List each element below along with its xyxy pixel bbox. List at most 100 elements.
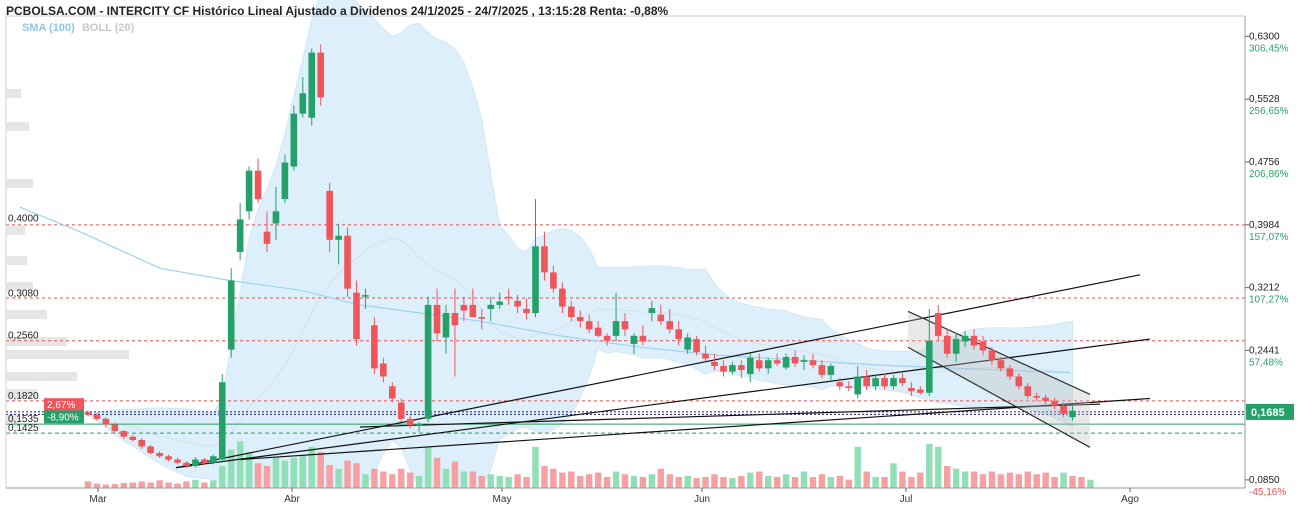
candle-body	[621, 321, 629, 330]
last-price-label: 0,1685	[1251, 407, 1285, 419]
volume-bar	[129, 482, 136, 488]
price-labels: 0,1685 0,4000 0,3080 0,2560 0,1820 0,15350,14…	[8, 214, 1294, 434]
volume-bar	[729, 478, 736, 488]
candle-body	[389, 386, 396, 399]
volume-bar	[299, 455, 306, 488]
candle-body	[568, 306, 575, 318]
candle-body	[111, 424, 119, 432]
volume-bar	[1015, 474, 1022, 488]
volume-bar	[666, 474, 673, 488]
volume-profile-bar	[7, 89, 21, 98]
candle-body	[415, 423, 423, 426]
volume-bar	[997, 474, 1005, 488]
candle-body	[612, 321, 620, 336]
volume-bar	[747, 472, 754, 488]
volume-bar	[308, 446, 315, 488]
sma-path	[19, 206, 1071, 373]
volume-bar	[1033, 474, 1040, 488]
candle-body	[120, 431, 128, 437]
volume-bar	[577, 475, 584, 488]
volume-bar	[568, 471, 575, 488]
candle-body	[308, 52, 316, 118]
candle-body	[585, 321, 593, 330]
volume-bar	[201, 482, 208, 488]
volume-bar	[550, 468, 557, 488]
volume-bar	[693, 478, 700, 488]
candle-body	[362, 295, 369, 297]
candle-body	[926, 340, 933, 393]
candle-body	[836, 382, 844, 387]
volume-bar	[791, 477, 799, 488]
trend-line	[239, 397, 1151, 461]
candle-body	[353, 292, 360, 340]
volume-bar	[765, 475, 772, 488]
trend-line	[175, 274, 1141, 469]
volume-bar	[120, 483, 127, 488]
candle-body	[281, 162, 289, 200]
level-lines	[6, 224, 1245, 434]
candle-body	[809, 360, 817, 366]
candle-body	[630, 335, 638, 344]
volume-profile-bar	[7, 226, 25, 235]
volume-profile-bar	[7, 389, 37, 398]
candle-body	[773, 360, 781, 364]
candle-body	[326, 190, 333, 240]
volume-bar	[424, 446, 432, 488]
volume-bar	[478, 475, 485, 488]
candle-body	[210, 456, 217, 463]
volume-bar	[442, 468, 450, 488]
volume-bar	[702, 477, 709, 488]
x-tick-label: Jun	[694, 494, 710, 505]
candle-body	[541, 246, 548, 273]
volume-profile-bar	[7, 372, 77, 381]
volume-bar	[93, 483, 101, 488]
candle-body	[943, 335, 951, 354]
legend-sma[interactable]: SMA (100)	[22, 22, 75, 34]
volume-bar	[845, 479, 852, 488]
volume-bar	[630, 475, 638, 488]
volume-bar	[1087, 479, 1094, 488]
volume-bar	[1060, 472, 1067, 488]
volume-bar	[1078, 477, 1085, 488]
candle-body	[478, 317, 486, 319]
volume-bar	[890, 463, 897, 488]
candle-body	[1006, 368, 1014, 377]
volume-bar	[782, 474, 790, 488]
percent-badge	[44, 398, 84, 412]
candle-body	[1015, 376, 1023, 387]
y-tick-label: 0,3984	[1249, 220, 1280, 231]
candlesticks	[84, 44, 1076, 468]
legend-boll[interactable]: BOLL (20)	[81, 22, 135, 34]
volume-bar	[102, 484, 110, 488]
sma-line	[19, 206, 1071, 373]
candle-body	[1051, 400, 1058, 406]
volume-bar	[326, 464, 333, 488]
candle-body	[961, 335, 969, 342]
candle-body	[997, 360, 1005, 369]
candle-body	[165, 456, 172, 460]
volume-bar	[245, 452, 253, 488]
candle-body	[129, 436, 137, 440]
volume-bar	[84, 481, 92, 488]
candle-body	[156, 453, 163, 457]
candle-body	[934, 313, 942, 336]
volume-profile-bar	[7, 337, 67, 346]
candle-body	[782, 356, 790, 368]
candle-body	[1060, 405, 1067, 414]
volume-bar	[541, 466, 548, 488]
volume-bar	[1051, 477, 1058, 488]
candle-body	[988, 350, 996, 361]
candle-body	[406, 418, 414, 426]
candle-body	[84, 412, 92, 415]
candle-body	[845, 386, 853, 388]
x-tick-label: Mar	[89, 494, 107, 505]
volume-bar	[935, 446, 942, 488]
candle-body	[890, 378, 897, 387]
candle-body	[93, 414, 101, 419]
volume-bar	[1006, 472, 1014, 488]
x-tick-label: Ago	[1121, 494, 1139, 505]
candle-body	[666, 321, 674, 330]
volume-bar	[818, 474, 826, 488]
